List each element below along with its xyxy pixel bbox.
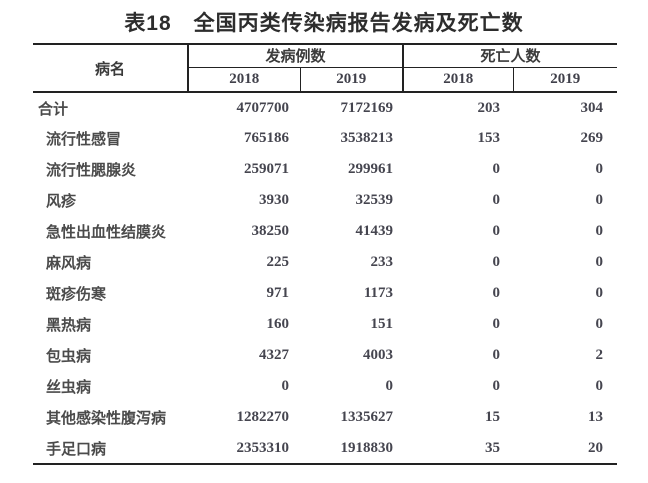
deaths-2018-cell: 35 [485,439,501,456]
cases-2019-cell: 4003 [363,347,394,363]
table-row: 丝虫病 0 0 0 0 [33,371,617,402]
table-row: 包虫病 4327 4003 0 2 [33,340,617,371]
cases-2018-cell: 2353310 [236,439,290,456]
cases-2019-cell: 151 [370,316,394,332]
table-row: 斑疹伤寒 971 1173 0 0 [33,278,617,309]
cases-2018-cell: 160 [266,316,290,332]
disease-name-cell: 麻风病 [46,255,92,272]
table-body: 合计 4707700 7172169 203 304 流行性感冒 765186 … [33,92,617,464]
deaths-2019-cell: 0 [595,378,604,394]
cases-2018-cell: 765186 [244,130,289,146]
header-deaths-2019: 2019 [550,70,581,87]
deaths-2019-cell: 0 [595,161,604,177]
table-row: 流行性感冒 765186 3538213 153 269 [33,123,617,154]
cases-2018-cell: 3930 [259,192,289,208]
table-title: 表18 全国丙类传染病报告发病及死亡数 [124,12,524,35]
cases-2018-cell: 38250 [251,223,290,239]
disease-name-cell: 包虫病 [46,348,92,365]
cases-2019-cell: 32539 [355,192,394,208]
cases-2019-cell: 1918830 [340,439,394,456]
deaths-2019-cell: 13 [588,409,604,425]
header-deaths-group: 死亡人数 [403,44,618,68]
deaths-2018-cell: 0 [492,347,501,363]
deaths-2018-cell: 0 [492,254,501,270]
header-cases-2018: 2018 [188,67,301,92]
disease-name-cell: 手足口病 [46,440,107,458]
cases-2018-cell: 1282270 [236,409,290,425]
deaths-2018-cell: 0 [492,192,501,208]
disease-name-cell: 合计 [38,100,69,118]
deaths-2018-cell: 15 [485,409,501,425]
cases-2018-cell: 4327 [259,347,289,363]
cases-2019-cell: 41439 [355,223,394,239]
header-cases-2019: 2019 [300,67,405,92]
table-row: 麻风病 225 233 0 0 [33,247,617,278]
disease-name-cell: 斑疹伤寒 [46,286,107,303]
cases-2019-cell: 3538213 [340,130,394,146]
disease-name-cell: 急性出血性结膜炎 [46,224,167,241]
cases-2018-cell: 4707700 [236,99,290,116]
deaths-2019-cell: 0 [595,223,604,239]
table-row: 手足口病 2353310 1918830 35 20 [33,433,617,464]
disease-name-cell: 黑热病 [46,317,92,334]
deaths-2019-cell: 20 [588,439,604,456]
deaths-2018-cell: 0 [492,223,501,239]
table-row: 合计 4707700 7172169 203 304 [33,92,617,123]
cases-2019-cell: 7172169 [340,99,394,116]
table-header: 病名 发病例数 死亡人数 2018 2019 2018 2019 [33,44,618,92]
table-row: 风疹 3930 32539 0 0 [33,185,617,216]
deaths-2019-cell: 0 [595,254,604,270]
cases-2019-cell: 1335627 [340,409,394,425]
cases-2018-cell: 225 [266,254,290,270]
deaths-2019-cell: 0 [595,192,604,208]
disease-statistics-table: 病名 发病例数 死亡人数 2018 2019 2018 2019 合计 4707… [33,43,618,465]
table-row: 其他感染性腹泻病 1282270 1335627 15 13 [33,402,617,433]
table-row: 急性出血性结膜炎 38250 41439 0 0 [33,216,617,247]
deaths-2019-cell: 0 [595,316,604,332]
deaths-2018-cell: 203 [477,99,501,116]
deaths-2019-cell: 304 [580,99,604,116]
deaths-2019-cell: 269 [580,130,604,146]
deaths-2018-cell: 0 [492,285,501,301]
table-row: 黑热病 160 151 0 0 [33,309,617,340]
deaths-2018-cell: 153 [477,130,501,146]
header-disease-name: 病名 [33,44,189,92]
cases-2019-cell: 233 [370,254,394,270]
header-deaths-2018: 2018 [403,67,514,92]
cases-2018-cell: 259071 [244,161,289,177]
deaths-2019-cell: 2 [595,347,604,363]
deaths-2019-cell: 0 [595,285,604,301]
cases-2019-cell: 0 [385,378,394,394]
disease-name-cell: 流行性感冒 [46,131,122,148]
header-cases-group: 发病例数 [188,44,405,68]
deaths-2018-cell: 0 [492,161,501,177]
table-row: 流行性腮腺炎 259071 299961 0 0 [33,154,617,185]
deaths-2018-cell: 0 [492,378,501,394]
deaths-2018-cell: 0 [492,316,501,332]
cases-2018-cell: 0 [281,378,290,394]
cases-2019-cell: 299961 [348,161,394,177]
disease-name-cell: 风疹 [46,193,77,210]
cases-2018-cell: 971 [266,285,290,301]
disease-name-cell: 丝虫病 [46,379,92,396]
cases-2019-cell: 1173 [363,285,394,301]
disease-name-cell: 流行性腮腺炎 [46,162,137,179]
disease-name-cell: 其他感染性腹泻病 [46,410,167,427]
